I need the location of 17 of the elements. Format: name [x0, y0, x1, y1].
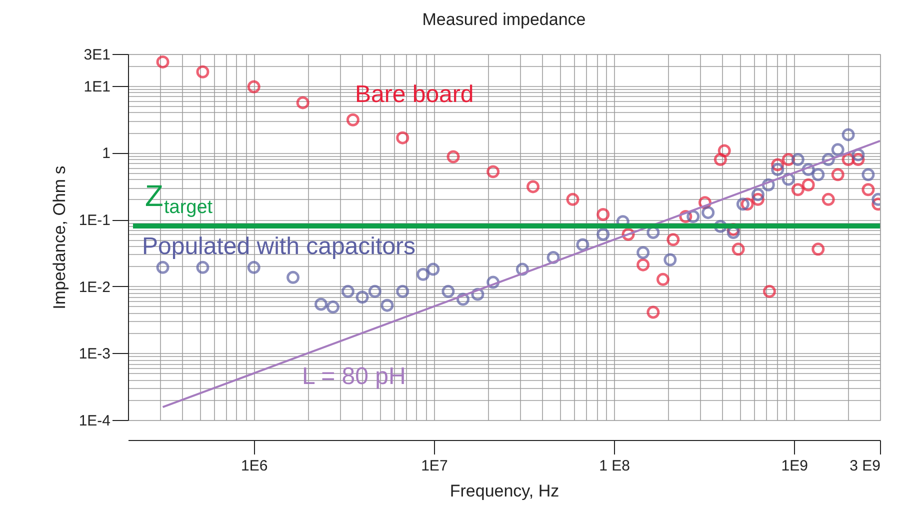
x-tick-label: 3 E9 — [850, 458, 880, 474]
y-tick-label: 1E-3 — [78, 346, 110, 363]
x-tick-label: 1E9 — [781, 458, 808, 474]
series-label: Bare board — [355, 81, 474, 108]
x-tick-label: 1 E8 — [599, 458, 630, 474]
y-tick-label: 1E-1 — [78, 212, 110, 230]
series-label: Populated with capacitors — [142, 233, 416, 260]
x-axis-title: Frequency, Hz — [450, 482, 560, 500]
y-tick-label: 1E1 — [84, 78, 110, 96]
y-axis-title: Impedance, Ohm s — [50, 166, 69, 310]
y-tick-label: 1E-4 — [78, 412, 110, 430]
y-tick-label: 3E1 — [84, 46, 110, 64]
x-tick-label: 1E6 — [241, 458, 268, 474]
y-tick-label: 1E-2 — [78, 278, 110, 296]
y-tick-label: 1 — [102, 145, 110, 162]
chart-title: Measured impedance — [422, 10, 586, 29]
x-tick-label: 1E7 — [421, 458, 448, 474]
